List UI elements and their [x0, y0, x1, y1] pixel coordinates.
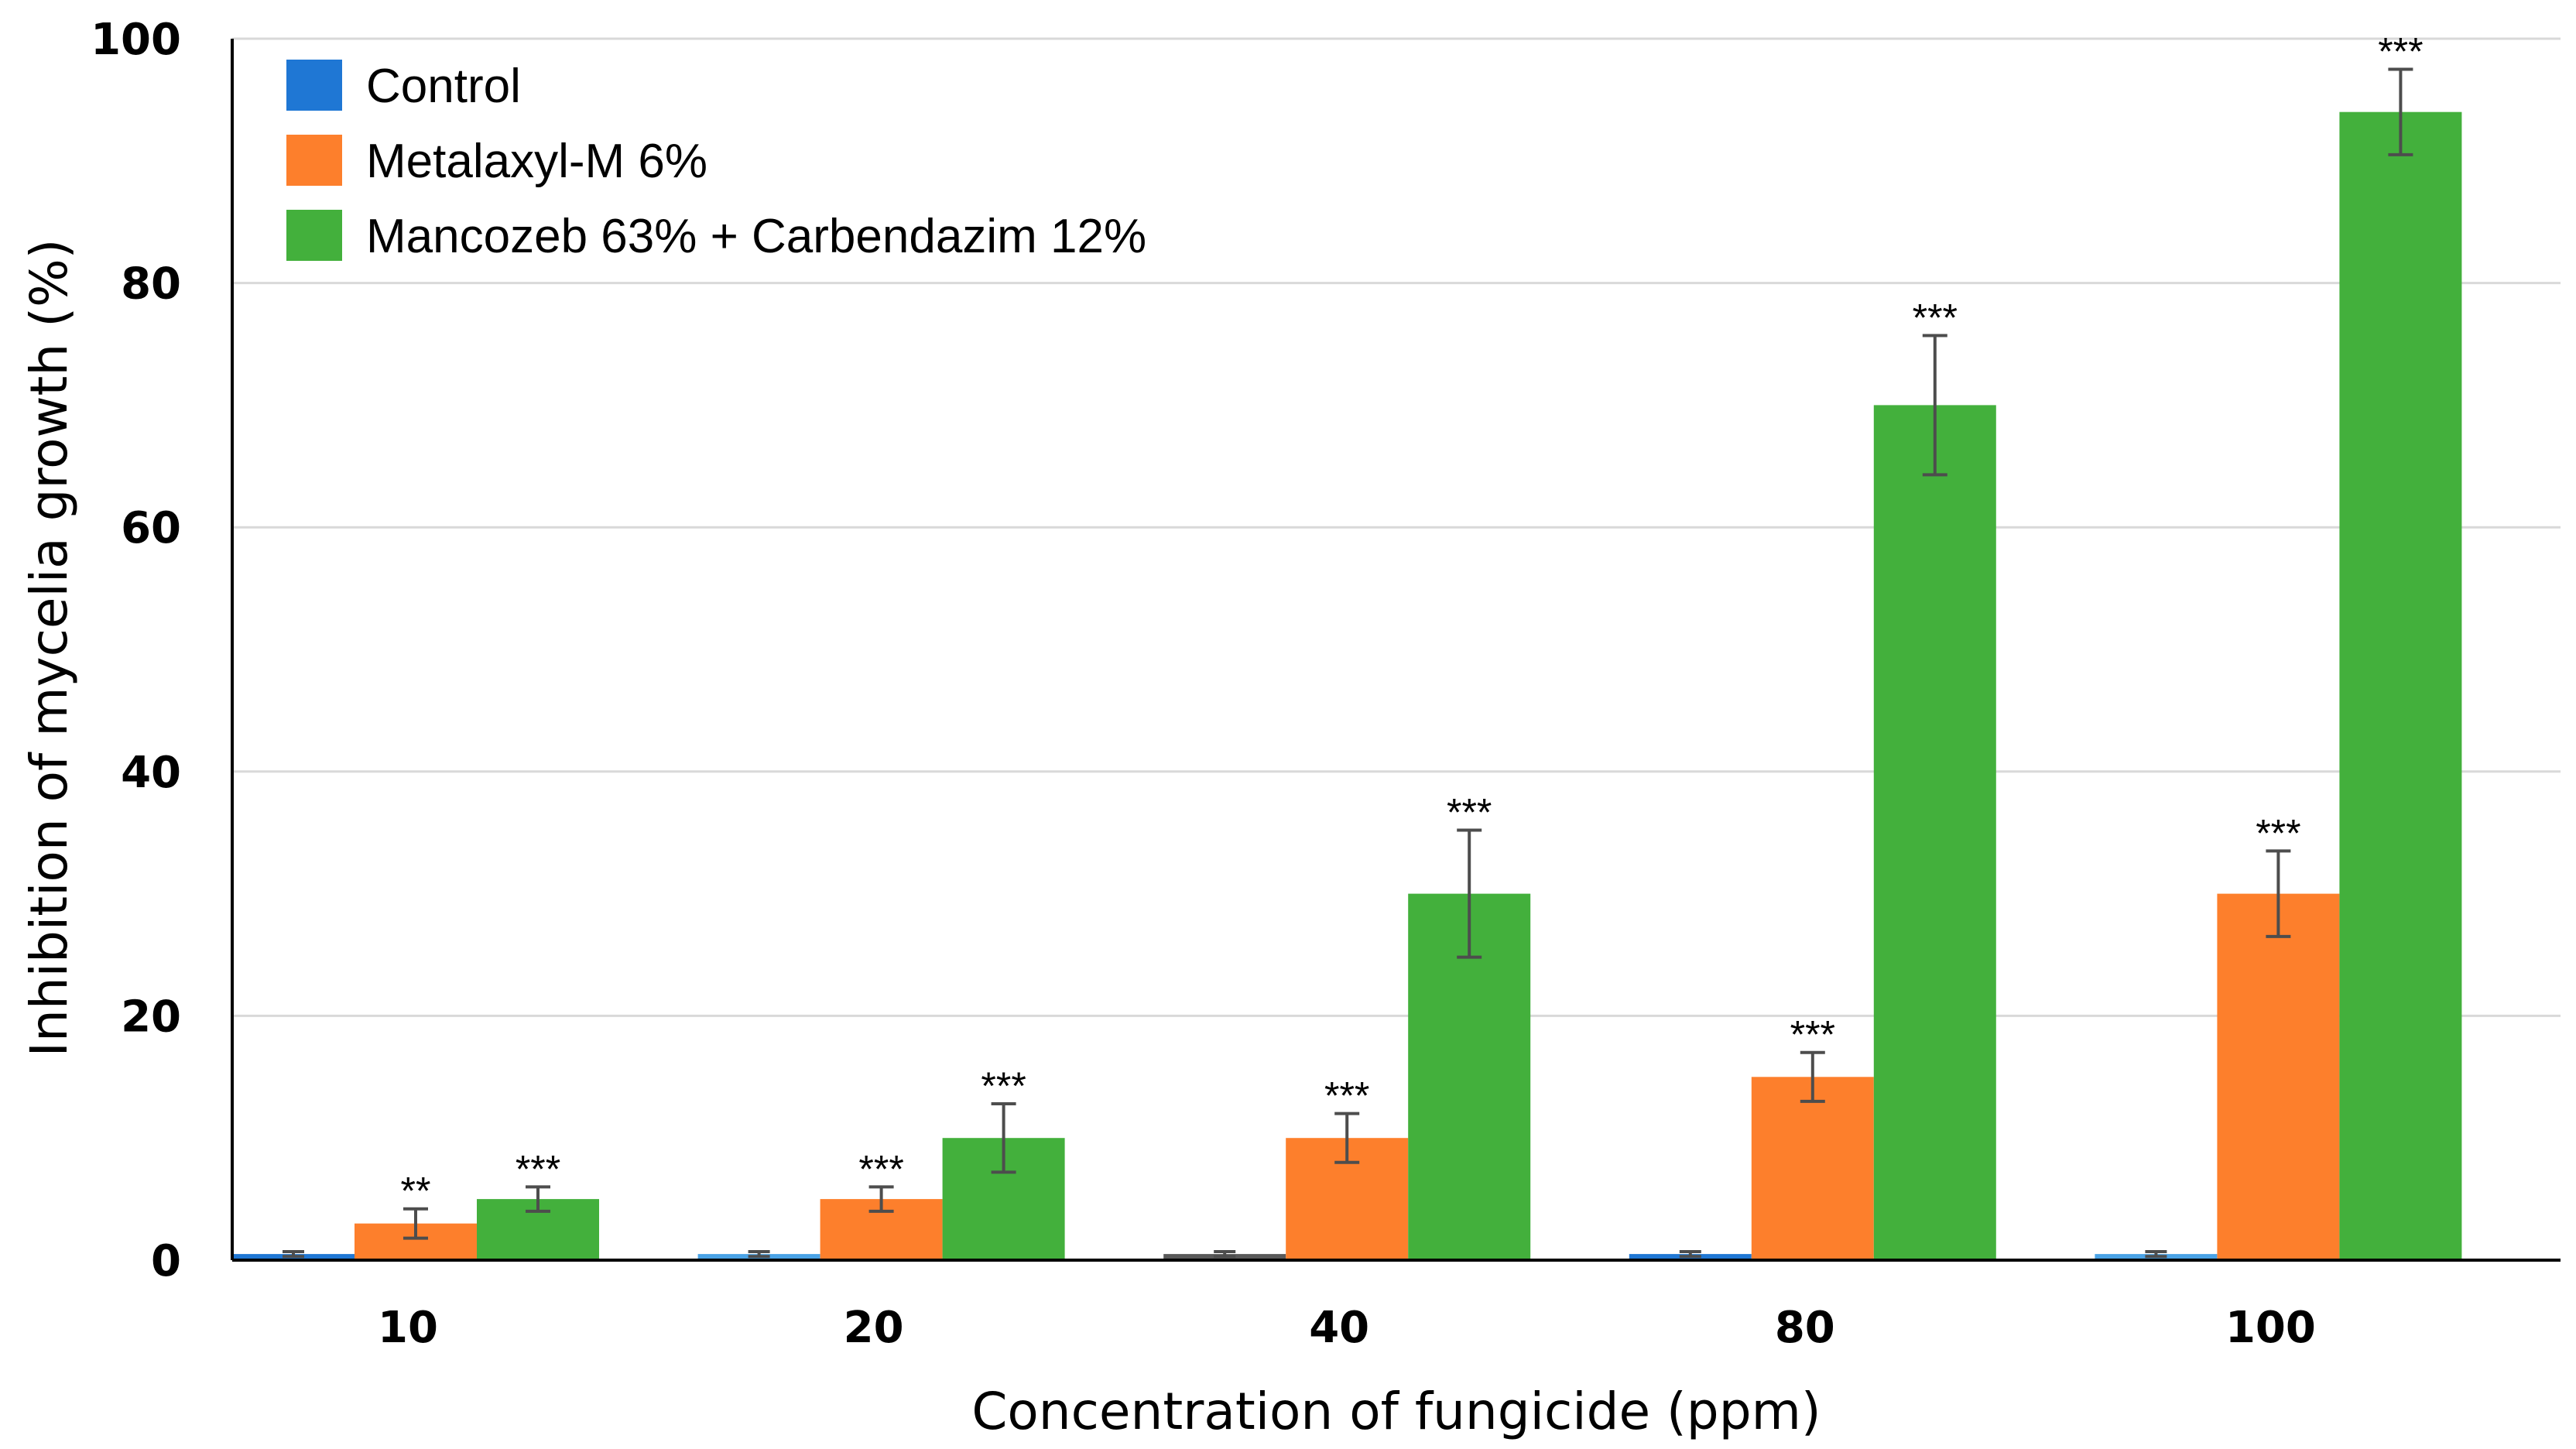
legend: Control Metalaxyl-M 6% Mancozeb 63% + Carb… [286, 60, 1146, 263]
x-tick-label: 100 [2225, 1303, 2316, 1353]
tick-labels: 0 20 40 60 80 100 10 20 40 80 100 [91, 15, 2316, 1353]
error-bar-metalaxyl-m-6--80 [1800, 1050, 1825, 1103]
significance-label: *** [516, 1147, 560, 1190]
legend-swatch [286, 135, 342, 186]
bar-metalaxyl-m-6--100 [2217, 893, 2340, 1260]
error-bar-control-10 [283, 1249, 304, 1259]
error-bar-control-100 [2145, 1249, 2167, 1259]
y-tick-label: 20 [121, 992, 181, 1042]
significance-label: *** [1324, 1074, 1369, 1118]
significance-label: ** [401, 1170, 431, 1213]
significance-label: *** [2256, 811, 2300, 855]
legend-swatch [286, 60, 342, 111]
error-bar-metalaxyl-m-6--40 [1334, 1112, 1360, 1164]
legend-label: Metalaxyl-M 6% [366, 135, 707, 188]
x-tick-label: 20 [844, 1303, 904, 1353]
significance-label: *** [858, 1147, 903, 1190]
bar-mancozeb-63-carbendazim-12--100 [2339, 111, 2462, 1261]
y-tick-label: 100 [91, 15, 181, 65]
legend-swatch [286, 210, 342, 261]
error-bar-control-40 [1214, 1249, 1236, 1259]
y-tick-label: 80 [121, 259, 181, 310]
significance-label: *** [1790, 1013, 1835, 1057]
legend-label: Control [366, 60, 521, 113]
error-bar-mancozeb-63-carbendazim-12--100 [2388, 67, 2413, 156]
significance-label: *** [981, 1064, 1026, 1108]
axes [231, 39, 2561, 1262]
bars [232, 111, 2462, 1261]
significance-label: *** [1447, 791, 1492, 834]
significance-labels: ***** ****** ****************** [401, 29, 2424, 1212]
y-tick-label: 60 [121, 503, 181, 553]
bar-mancozeb-63-carbendazim-12--80 [1873, 405, 1996, 1260]
error-bar-mancozeb-63-carbendazim-12--80 [1922, 334, 1947, 477]
significance-label: *** [2378, 29, 2423, 73]
error-bar-metalaxyl-m-6--100 [2266, 849, 2291, 938]
error-bar-mancozeb-63-carbendazim-12--20 [991, 1102, 1016, 1174]
error-bars [283, 67, 2413, 1259]
error-bar-metalaxyl-m-6--20 [868, 1185, 894, 1213]
x-tick-label: 10 [378, 1303, 438, 1353]
legend-item-metalaxyl-m-6-: Metalaxyl-M 6% [286, 135, 707, 188]
y-tick-label: 0 [151, 1236, 181, 1286]
legend-label: Mancozeb 63% + Carbendazim 12% [366, 210, 1146, 263]
error-bar-mancozeb-63-carbendazim-12--40 [1457, 828, 1482, 959]
x-tick-label: 40 [1309, 1303, 1369, 1353]
gridlines [232, 37, 2561, 1017]
error-bar-mancozeb-63-carbendazim-12--10 [526, 1185, 550, 1213]
error-bar-metalaxyl-m-6--10 [403, 1207, 428, 1240]
legend-item-mancozeb-63-carbendazim-12-: Mancozeb 63% + Carbendazim 12% [286, 210, 1146, 263]
legend-item-control: Control [286, 60, 521, 113]
x-axis-title: Concentration of fungicide (ppm) [971, 1382, 1821, 1441]
significance-label: *** [1913, 296, 1958, 339]
x-tick-label: 80 [1775, 1303, 1835, 1353]
y-axis-title: Inhibition of mycelia growth (%) [19, 239, 79, 1057]
bar-metalaxyl-m-6--80 [1751, 1077, 1874, 1260]
error-bar-control-20 [748, 1249, 770, 1259]
error-bar-control-80 [1679, 1249, 1701, 1259]
y-tick-label: 40 [121, 748, 181, 798]
